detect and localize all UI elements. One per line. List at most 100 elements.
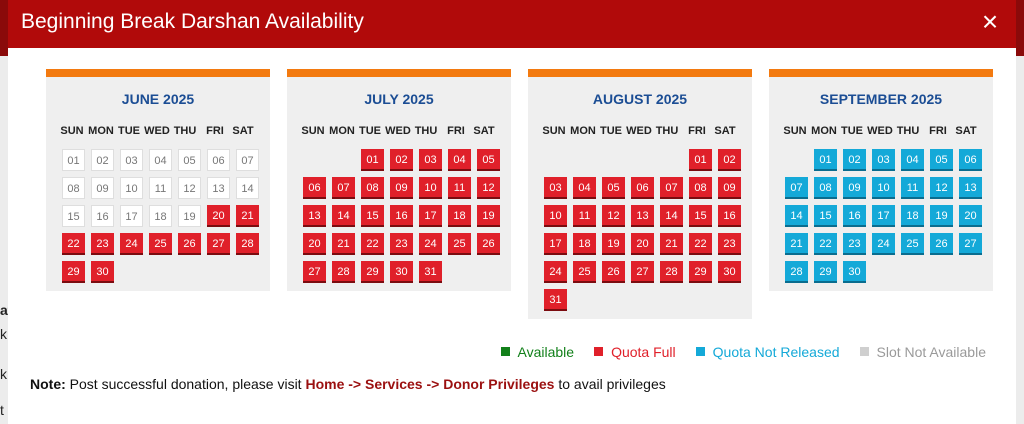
calendar-day: 08 bbox=[814, 177, 837, 199]
weekday-label: TUE bbox=[841, 125, 863, 137]
weekday-label: SUN bbox=[783, 125, 807, 137]
calendar-day[interactable]: 10 bbox=[419, 177, 442, 199]
calendar-day[interactable]: 27 bbox=[631, 261, 654, 283]
calendar-day[interactable]: 22 bbox=[361, 233, 384, 255]
calendar-day[interactable]: 15 bbox=[361, 205, 384, 227]
calendar-day[interactable]: 09 bbox=[390, 177, 413, 199]
calendar-day: 07 bbox=[785, 177, 808, 199]
month-calendar: AUGUST 2025 SUN MON TUE WED THU FRI SAT 01 02 03 04… bbox=[528, 69, 752, 319]
calendar-day[interactable]: 02 bbox=[718, 149, 741, 171]
calendar-day[interactable]: 20 bbox=[631, 233, 654, 255]
calendar-day[interactable]: 21 bbox=[332, 233, 355, 255]
calendar-day[interactable]: 06 bbox=[303, 177, 326, 199]
calendar-day[interactable]: 10 bbox=[544, 205, 567, 227]
legend-label: Available bbox=[517, 344, 575, 360]
calendar-day[interactable]: 05 bbox=[602, 177, 625, 199]
calendar-day[interactable]: 26 bbox=[602, 261, 625, 283]
calendar-day[interactable]: 23 bbox=[390, 233, 413, 255]
calendar-day[interactable]: 20 bbox=[207, 205, 230, 227]
calendar-day[interactable]: 26 bbox=[477, 233, 500, 255]
weekday-label: FRI bbox=[688, 125, 706, 137]
calendar-day[interactable]: 27 bbox=[207, 233, 230, 255]
month-title: JUNE 2025 bbox=[121, 91, 195, 107]
calendar-day[interactable]: 09 bbox=[718, 177, 741, 199]
calendar-day[interactable]: 13 bbox=[303, 205, 326, 227]
calendar-day: 13 bbox=[207, 177, 230, 199]
calendar-day[interactable]: 20 bbox=[303, 233, 326, 255]
close-icon[interactable]: × bbox=[981, 6, 999, 37]
calendar-day[interactable]: 18 bbox=[573, 233, 596, 255]
calendar-day[interactable]: 15 bbox=[689, 205, 712, 227]
calendar-day[interactable]: 12 bbox=[602, 205, 625, 227]
calendar-day[interactable]: 04 bbox=[448, 149, 471, 171]
calendar-day[interactable]: 24 bbox=[544, 261, 567, 283]
weekday-label: THU bbox=[414, 125, 438, 137]
calendar-day[interactable]: 02 bbox=[390, 149, 413, 171]
calendar-day: 18 bbox=[901, 205, 924, 227]
calendar-day[interactable]: 01 bbox=[361, 149, 384, 171]
calendar-day: 17 bbox=[120, 205, 143, 227]
calendar-day[interactable]: 19 bbox=[477, 205, 500, 227]
calendar-day[interactable]: 03 bbox=[544, 177, 567, 199]
calendar-day[interactable]: 23 bbox=[718, 233, 741, 255]
calendar-day[interactable]: 31 bbox=[544, 289, 567, 311]
calendar-day: 02 bbox=[843, 149, 866, 171]
calendar-day[interactable]: 13 bbox=[631, 205, 654, 227]
calendar-day[interactable]: 29 bbox=[361, 261, 384, 283]
calendar-day[interactable]: 03 bbox=[419, 149, 442, 171]
calendar-day[interactable]: 07 bbox=[332, 177, 355, 199]
calendar-day[interactable]: 27 bbox=[303, 261, 326, 283]
calendar-day[interactable]: 25 bbox=[448, 233, 471, 255]
calendar-day[interactable]: 31 bbox=[419, 261, 442, 283]
calendar-day[interactable]: 14 bbox=[332, 205, 355, 227]
calendar-day[interactable]: 29 bbox=[689, 261, 712, 283]
weekday-label: THU bbox=[896, 125, 920, 137]
calendar-day[interactable]: 21 bbox=[236, 205, 259, 227]
legend-label: Quota Full bbox=[611, 344, 676, 360]
weekday-label: WED bbox=[867, 125, 893, 137]
calendar-day: 16 bbox=[91, 205, 114, 227]
calendar-day[interactable]: 05 bbox=[477, 149, 500, 171]
calendar-day[interactable]: 01 bbox=[689, 149, 712, 171]
calendar-day[interactable]: 28 bbox=[332, 261, 355, 283]
calendar-day[interactable]: 30 bbox=[718, 261, 741, 283]
calendar-day: 11 bbox=[149, 177, 172, 199]
calendar-day: 12 bbox=[930, 177, 953, 199]
background-text-fragment: k bbox=[0, 326, 7, 342]
donor-privileges-link[interactable]: Home -> Services -> Donor Privileges bbox=[305, 376, 555, 392]
calendar-day[interactable]: 28 bbox=[660, 261, 683, 283]
legend-item: Slot Not Available bbox=[859, 344, 986, 360]
calendar-day[interactable]: 08 bbox=[361, 177, 384, 199]
calendar-day[interactable]: 17 bbox=[419, 205, 442, 227]
calendar-day[interactable]: 16 bbox=[390, 205, 413, 227]
calendar-day[interactable]: 25 bbox=[573, 261, 596, 283]
calendar-day[interactable]: 30 bbox=[390, 261, 413, 283]
calendar-day[interactable]: 29 bbox=[62, 261, 85, 283]
calendar-day[interactable]: 14 bbox=[660, 205, 683, 227]
calendar-day[interactable]: 23 bbox=[91, 233, 114, 255]
calendar-day[interactable]: 26 bbox=[178, 233, 201, 255]
calendar-day[interactable]: 24 bbox=[419, 233, 442, 255]
calendar-day[interactable]: 16 bbox=[718, 205, 741, 227]
calendar-day[interactable]: 11 bbox=[573, 205, 596, 227]
calendar-day[interactable]: 22 bbox=[62, 233, 85, 255]
calendar-day[interactable]: 19 bbox=[602, 233, 625, 255]
weekday-label: THU bbox=[173, 125, 197, 137]
calendar-day[interactable]: 08 bbox=[689, 177, 712, 199]
calendar-day[interactable]: 25 bbox=[149, 233, 172, 255]
calendar-day[interactable]: 11 bbox=[448, 177, 471, 199]
calendar-day[interactable]: 04 bbox=[573, 177, 596, 199]
calendar-day[interactable]: 24 bbox=[120, 233, 143, 255]
calendar-day[interactable]: 12 bbox=[477, 177, 500, 199]
calendar-day[interactable]: 28 bbox=[236, 233, 259, 255]
calendar-day[interactable]: 22 bbox=[689, 233, 712, 255]
calendar-day[interactable]: 21 bbox=[660, 233, 683, 255]
calendar-day[interactable]: 17 bbox=[544, 233, 567, 255]
calendar-day[interactable]: 30 bbox=[91, 261, 114, 283]
background-text-fragment: k bbox=[0, 366, 7, 382]
calendar-day: 17 bbox=[872, 205, 895, 227]
calendar-day[interactable]: 18 bbox=[448, 205, 471, 227]
calendar-day[interactable]: 07 bbox=[660, 177, 683, 199]
calendar-day[interactable]: 06 bbox=[631, 177, 654, 199]
weekday-label: SUN bbox=[542, 125, 566, 137]
